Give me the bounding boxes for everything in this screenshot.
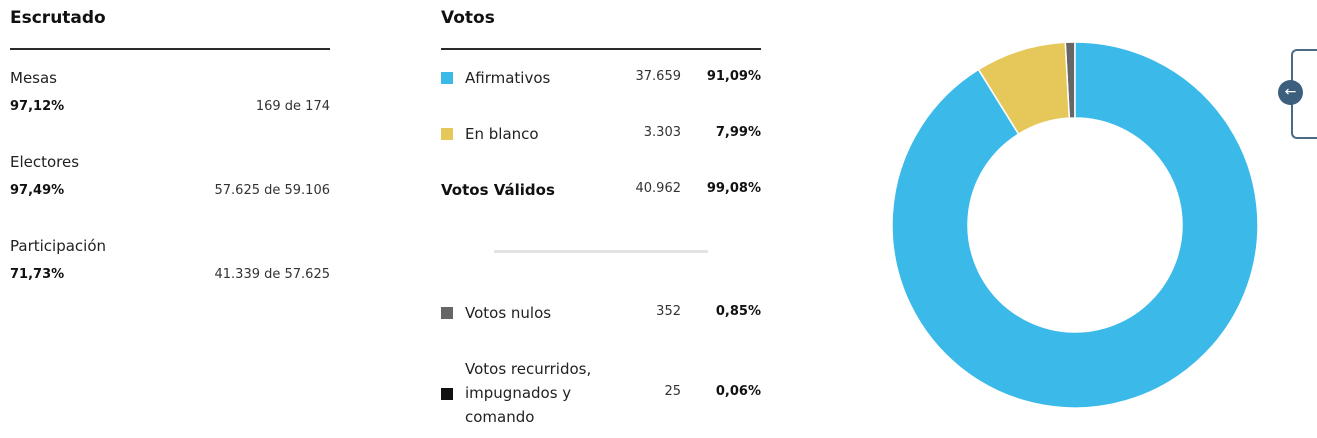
votos-label: Votos nulos	[465, 304, 552, 322]
votos-count: 352	[656, 304, 681, 319]
votos-percent: 0,06%	[715, 384, 761, 399]
votos-count: 25	[664, 384, 681, 399]
donut-chart	[891, 41, 1259, 409]
escrutado-count: 169 de 174	[255, 99, 330, 114]
votos-count: 3.303	[643, 125, 681, 140]
escrutado-rule	[10, 48, 330, 50]
color-swatch	[441, 388, 453, 400]
escrutado-count: 57.625 de 59.106	[214, 183, 331, 198]
donut-slice-afirmativos[interactable]	[891, 41, 1259, 409]
color-swatch	[441, 72, 453, 84]
arrow-left-icon[interactable]: ←	[1278, 80, 1303, 105]
escrutado-percent: 97,12%	[10, 99, 65, 114]
votos-label: Votos Válidos	[441, 181, 555, 199]
votos-percent: 91,09%	[706, 69, 761, 84]
votos-label-line: impugnados y	[465, 384, 572, 402]
votos-count: 37.659	[635, 69, 682, 84]
votos-percent: 99,08%	[706, 181, 761, 196]
votos-label: Afirmativos	[465, 69, 551, 87]
votos-label-multiline: Votos recurridos, impugnados y comando	[465, 357, 591, 429]
votos-rule	[441, 48, 761, 50]
votos-label: En blanco	[465, 125, 539, 143]
votos-title: Votos	[441, 8, 495, 28]
section-divider	[494, 250, 708, 253]
escrutado-percent: 71,73%	[10, 267, 65, 282]
votos-count: 40.962	[635, 181, 682, 196]
escrutado-title: Escrutado	[10, 8, 106, 28]
escrutado-label: Mesas	[10, 69, 57, 87]
votos-label-line: comando	[465, 408, 535, 426]
votos-percent: 0,85%	[715, 304, 761, 319]
votos-percent: 7,99%	[715, 125, 761, 140]
escrutado-count: 41.339 de 57.625	[214, 267, 331, 282]
escrutado-percent: 97,49%	[10, 183, 65, 198]
color-swatch	[441, 307, 453, 319]
escrutado-label: Electores	[10, 153, 80, 171]
escrutado-label: Participación	[10, 237, 107, 255]
color-swatch	[441, 128, 453, 140]
votos-label-line: Votos recurridos,	[465, 360, 592, 378]
